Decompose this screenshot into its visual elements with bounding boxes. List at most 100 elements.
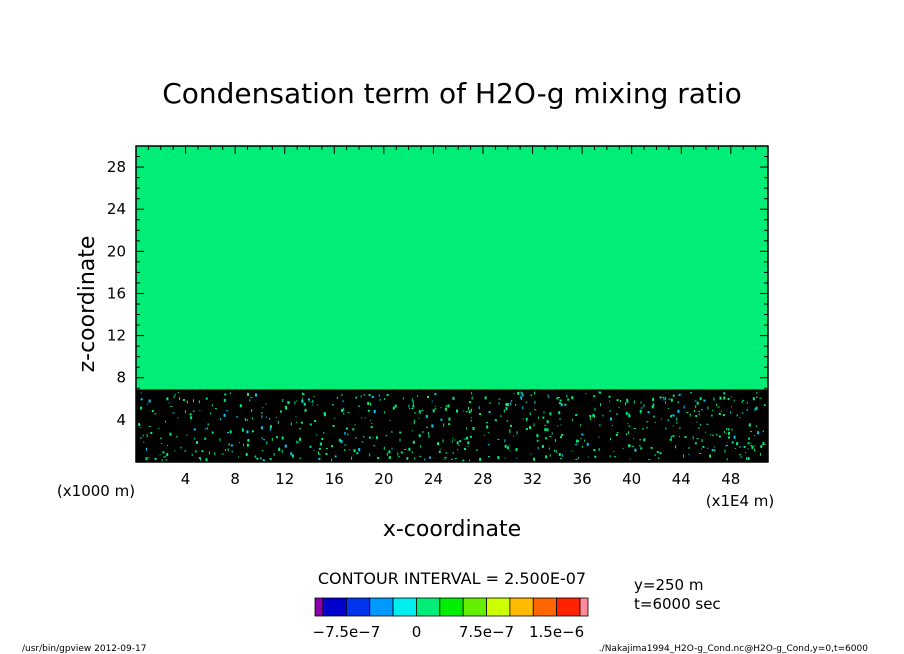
speckle	[214, 452, 216, 456]
speckle	[594, 414, 595, 418]
speckle	[556, 397, 559, 400]
speckle	[521, 394, 524, 397]
speckle	[504, 439, 506, 443]
colorbar-label: 0	[412, 623, 422, 641]
speckle	[166, 397, 169, 401]
speckle	[421, 409, 424, 411]
speckle	[686, 412, 689, 414]
colorbar-swatch	[532, 597, 558, 617]
y-position-note: y=250 m	[634, 576, 703, 594]
speckle	[230, 444, 233, 447]
speckle	[551, 432, 553, 435]
speckle	[262, 407, 264, 409]
speckle	[383, 411, 385, 414]
speckle	[510, 424, 512, 427]
speckle	[515, 448, 518, 452]
x-tick-label: 16	[325, 470, 344, 488]
speckle	[725, 432, 727, 434]
speckle	[244, 418, 246, 421]
colorbar-label: −7.5e−7	[313, 623, 381, 641]
speckle	[575, 439, 578, 443]
speckle	[313, 449, 315, 451]
speckle	[419, 455, 422, 457]
speckle	[698, 410, 701, 412]
speckle	[166, 453, 169, 457]
speckle	[344, 449, 346, 452]
speckle	[581, 445, 583, 448]
speckle	[483, 434, 485, 436]
speckle	[593, 449, 596, 452]
speckle	[354, 437, 357, 439]
speckle	[261, 415, 263, 419]
speckle	[148, 399, 151, 403]
speckle	[445, 405, 447, 407]
speckle	[383, 446, 385, 450]
speckle	[546, 420, 549, 424]
speckle	[602, 414, 604, 417]
speckle	[671, 414, 674, 416]
speckle	[662, 396, 665, 398]
speckle	[259, 457, 262, 460]
y-axis-ticks: 4 8 12 16 20 24 28	[107, 156, 768, 452]
speckle	[452, 396, 455, 400]
speckle	[340, 394, 343, 396]
speckle	[273, 452, 275, 456]
speckle	[549, 436, 552, 438]
speckle	[282, 399, 284, 402]
speckle	[471, 392, 473, 395]
speckle	[764, 404, 766, 407]
speckle	[167, 445, 168, 446]
speckle	[508, 444, 510, 446]
speckle	[470, 419, 472, 422]
speckle	[341, 408, 344, 412]
speckle	[734, 448, 736, 449]
speckle	[228, 443, 230, 447]
speckle	[397, 456, 400, 458]
speckle	[608, 395, 611, 398]
speckle	[219, 438, 221, 442]
speckle	[356, 452, 359, 455]
speckle	[558, 402, 561, 405]
speckle	[525, 401, 528, 403]
speckle	[440, 407, 442, 409]
speckle	[186, 400, 188, 404]
y-axis-label: z-coordinate	[75, 236, 100, 373]
speckle	[309, 445, 312, 448]
x-tick-label: 44	[672, 470, 691, 488]
speckle	[161, 459, 163, 463]
speckle	[386, 452, 388, 456]
speckle	[378, 394, 380, 397]
speckle	[646, 421, 649, 423]
speckle	[561, 453, 563, 457]
x-tick-label: 36	[573, 470, 592, 488]
speckle	[654, 454, 656, 457]
speckle	[567, 398, 570, 401]
speckle	[589, 415, 592, 417]
speckle	[238, 456, 239, 458]
speckle	[749, 423, 751, 425]
speckle	[261, 412, 263, 414]
speckle	[336, 396, 338, 399]
speckle	[750, 431, 753, 433]
speckle	[516, 457, 518, 459]
speckle	[214, 408, 217, 410]
speckle	[486, 422, 488, 424]
speckle	[299, 437, 301, 441]
speckle	[364, 417, 366, 419]
speckle	[547, 394, 549, 397]
speckle	[207, 423, 209, 426]
speckle	[139, 437, 142, 439]
speckle	[168, 402, 170, 404]
speckle	[408, 447, 411, 451]
speckle	[226, 432, 229, 433]
speckle	[413, 422, 415, 425]
speckle	[626, 399, 629, 403]
speckle	[251, 409, 253, 413]
speckle	[429, 456, 431, 459]
speckle	[361, 417, 363, 419]
speckle	[616, 432, 619, 434]
speckle	[456, 441, 459, 445]
speckle	[185, 410, 187, 414]
speckle	[598, 436, 600, 438]
speckle	[663, 397, 665, 401]
